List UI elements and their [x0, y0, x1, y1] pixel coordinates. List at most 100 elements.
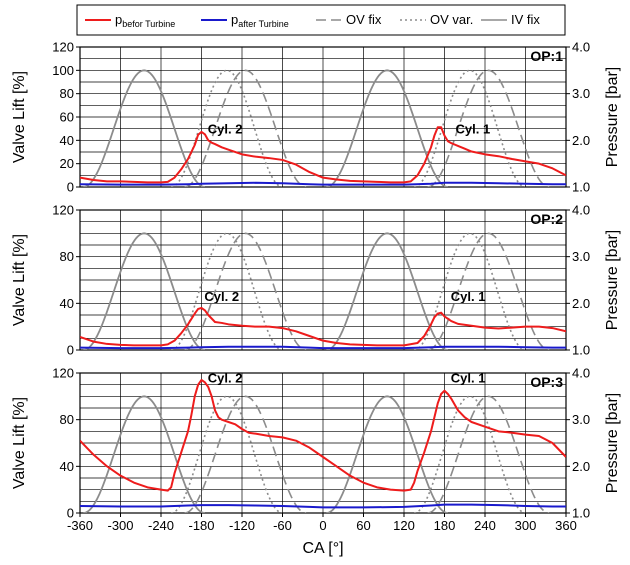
- x-tick-label: 240: [474, 518, 496, 533]
- panels: 0 20 40 60 80 100 120 1.0 2.0 3.0 4.0 Cyl. 2 Cyl. 1 O…: [11, 40, 621, 521]
- y-axis-left-title: Valve Lift [%]: [11, 71, 28, 163]
- legend-label-p_before: pbefor Turbine: [115, 12, 175, 29]
- left-tick-label: 100: [52, 63, 74, 78]
- left-tick-label: 40: [60, 459, 74, 474]
- left-tick-label: 0: [67, 343, 74, 358]
- left-tick-label: 60: [60, 110, 74, 125]
- left-tick-label: 0: [67, 506, 74, 521]
- right-tick-label: 3.0: [572, 86, 590, 101]
- right-tick-label: 1.0: [572, 180, 590, 195]
- right-tick-label: 2.0: [572, 133, 590, 148]
- series-ov-fix-1: [184, 232, 307, 350]
- legend-entry-p_before: pbefor Turbine: [85, 12, 175, 29]
- series-iv-fix-1: [83, 69, 205, 187]
- legend-label-iv_fix: IV fix: [511, 12, 540, 27]
- right-tick-label: 2.0: [572, 459, 590, 474]
- annotation-cyl-1: Cyl. 2: [204, 289, 239, 304]
- x-tick-label: 60: [356, 518, 370, 533]
- left-tick-label: 120: [52, 203, 74, 218]
- right-tick-label: 1.0: [572, 506, 590, 521]
- right-tick-label: 3.0: [572, 249, 590, 264]
- right-tick-label: 4.0: [572, 203, 590, 218]
- series-ov-fix-1: [184, 395, 307, 513]
- series-iv-fix-2: [326, 232, 448, 350]
- plot-area: [80, 69, 566, 187]
- series-p-after: [80, 345, 566, 350]
- x-tick-label: 0: [319, 518, 326, 533]
- left-tick-label: 120: [52, 366, 74, 381]
- panel-frame: [79, 209, 567, 351]
- series-ov-fix-2: [427, 395, 550, 513]
- series-ov-var-1: [171, 69, 283, 187]
- x-tick-label: -360: [67, 518, 93, 533]
- op-label: OP:1: [530, 48, 563, 64]
- x-axis-title: CA [°]: [302, 540, 343, 557]
- right-tick-label: 2.0: [572, 296, 590, 311]
- left-tick-label: 80: [60, 412, 74, 427]
- right-tick-label: 1.0: [572, 343, 590, 358]
- legend-label-ov_var: OV var.: [430, 12, 473, 27]
- annotation-cyl-2: Cyl. 1: [451, 370, 486, 385]
- x-tick-label: -60: [273, 518, 292, 533]
- y-axis-right-title: Pressure [bar]: [604, 230, 621, 330]
- left-tick-label: 0: [67, 180, 74, 195]
- right-tick-label: 4.0: [572, 40, 590, 55]
- series-ov-var-1: [171, 395, 283, 513]
- legend-label-ov_fix: OV fix: [346, 12, 382, 27]
- right-tick-label: 4.0: [572, 366, 590, 381]
- series-ov-var-2: [414, 69, 526, 187]
- series-p-before: [80, 379, 566, 492]
- series-iv-fix-1: [83, 232, 205, 350]
- panel-1: 0 20 40 60 80 100 120 1.0 2.0 3.0 4.0 Cyl. 2 Cyl. 1 O…: [11, 40, 621, 195]
- panel-3: 0 40 80 120 1.0 2.0 3.0 4.0 Cyl. 2 Cyl. 1 OP:3 Valv…: [11, 366, 621, 521]
- annotation-cyl-2: Cyl. 1: [456, 121, 491, 136]
- legend-entry-p_after: pafter Turbine: [201, 12, 289, 29]
- series-ov-var-2: [414, 395, 526, 513]
- series-iv-fix-1: [83, 395, 205, 513]
- panel-grid: [79, 46, 567, 188]
- legend: pbefor Turbine pafter Turbine OV fix OV var…: [76, 4, 566, 36]
- left-tick-label: 120: [52, 40, 74, 55]
- left-tick-label: 80: [60, 249, 74, 264]
- op-label: OP:2: [530, 211, 563, 227]
- y-axis-left-title: Valve Lift [%]: [11, 234, 28, 326]
- x-tick-label: 120: [393, 518, 415, 533]
- left-tick-label: 40: [60, 296, 74, 311]
- annotation-cyl-2: Cyl. 1: [451, 289, 486, 304]
- series-ov-fix-2: [427, 69, 550, 187]
- panel-2: 0 40 80 120 1.0 2.0 3.0 4.0 Cyl. 2 Cyl. 1 OP:2 Valv…: [11, 203, 621, 358]
- series-ov-fix-2: [427, 232, 550, 350]
- series-p-after: [80, 503, 566, 509]
- right-tick-label: 3.0: [572, 412, 590, 427]
- x-tick-label: -240: [148, 518, 174, 533]
- x-tick-label: -300: [107, 518, 133, 533]
- series-p-after: [80, 181, 566, 186]
- left-tick-label: 40: [60, 133, 74, 148]
- legend-entry-ov_var: OV var.: [400, 12, 473, 27]
- legend-label-p_after: pafter Turbine: [231, 12, 289, 29]
- op-label: OP:3: [530, 374, 563, 390]
- series-iv-fix-2: [326, 395, 448, 513]
- x-tick-label: 180: [434, 518, 456, 533]
- x-tick-label: 360: [555, 518, 577, 533]
- annotation-cyl-1: Cyl. 2: [208, 121, 243, 136]
- series-ov-fix-1: [184, 69, 307, 187]
- annotation-cyl-1: Cyl. 2: [208, 370, 243, 385]
- series-p-before: [80, 307, 566, 347]
- x-tick-label: -180: [188, 518, 214, 533]
- panel-grid: [79, 372, 567, 514]
- legend-entry-ov_fix: OV fix: [316, 12, 382, 27]
- y-axis-right-title: Pressure [bar]: [604, 67, 621, 167]
- x-tick-label: -120: [229, 518, 255, 533]
- legend-entry-iv_fix: IV fix: [481, 12, 540, 27]
- y-axis-right-title: Pressure [bar]: [604, 393, 621, 493]
- axis-labels: -360 -300 -240 -180 -120 -60 0 60 120 180 240 300 36…: [67, 513, 577, 557]
- plot-area: [80, 232, 566, 350]
- plot-area: [80, 379, 566, 513]
- y-axis-left-title: Valve Lift [%]: [11, 397, 28, 489]
- series-p-before: [80, 126, 566, 184]
- left-tick-label: 20: [60, 156, 74, 171]
- x-tick-label: 300: [515, 518, 537, 533]
